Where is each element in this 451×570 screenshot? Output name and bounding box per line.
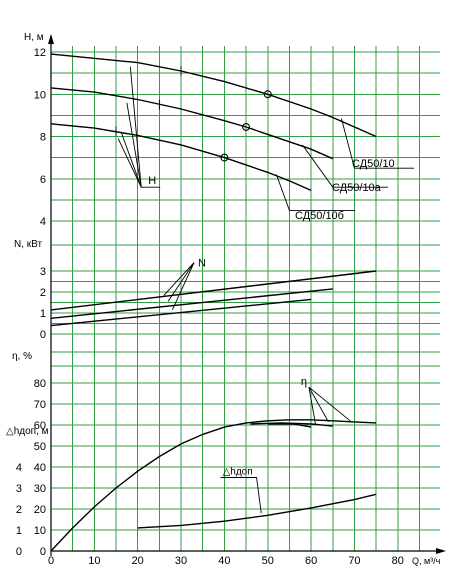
callout-leader: [308, 386, 351, 422]
x-tick-label: 40: [218, 555, 230, 567]
callout-leader: [167, 262, 195, 302]
y-tick-label: 60: [34, 420, 46, 432]
efficiency-curve: [267, 423, 312, 428]
y-tick-label: 8: [40, 132, 46, 144]
callout-leader: [220, 477, 262, 514]
label-leader: [302, 144, 388, 188]
operating-point-marker: [242, 123, 251, 131]
x-axis-arrow: [436, 548, 446, 554]
y-tick-label: 6: [40, 174, 46, 186]
power-curve: [50, 298, 312, 327]
operating-point-marker: [220, 153, 229, 162]
y-tick-label: 2: [40, 287, 46, 299]
y-tick-label: 2: [16, 504, 22, 516]
callout-label: △hдоп: [223, 467, 253, 478]
y-axis-title: H, м: [24, 32, 44, 43]
y-tick-label: 1: [16, 525, 22, 537]
y-tick-label: 12: [34, 47, 46, 59]
callout-leader: [163, 262, 195, 296]
y-tick-label: 1: [40, 308, 46, 320]
x-tick-label: 70: [348, 555, 360, 567]
npsh-curve: [137, 493, 377, 529]
callout-label: N: [198, 258, 206, 270]
callout-leader: [308, 387, 316, 425]
y-tick-label: 20: [34, 504, 46, 516]
y-axis-title: η, %: [12, 351, 32, 362]
y-tick-label: 3: [40, 266, 46, 278]
y-tick-label: 80: [34, 378, 46, 390]
series-label: СД50/10а: [332, 182, 382, 194]
callout-leader: [120, 132, 142, 188]
y-axis-arrow: [48, 34, 54, 44]
power-curve: [50, 270, 377, 311]
y-tick-label: 30: [34, 483, 46, 495]
operating-point-marker: [263, 90, 272, 99]
y-tick-label: 40: [34, 462, 46, 474]
power-curve: [50, 288, 333, 319]
y-tick-label: 50: [34, 441, 46, 453]
callout-leader: [126, 102, 142, 188]
series-label: СД50/10б: [295, 210, 344, 222]
axes: [48, 34, 446, 556]
label-leader: [275, 174, 355, 211]
x-tick-label: 60: [305, 555, 317, 567]
efficiency-curve: [50, 419, 377, 552]
y-tick-label: 10: [34, 525, 46, 537]
head-curve: [50, 87, 334, 160]
label-leader: [341, 118, 414, 169]
callout-leader: [171, 262, 195, 311]
efficiency-curve: [250, 422, 333, 427]
head-curve: [50, 123, 312, 192]
y-tick-label: 4: [16, 462, 22, 474]
curves: [50, 53, 414, 552]
x-tick-label: 10: [88, 555, 100, 567]
y-tick-label: 0: [40, 329, 46, 341]
grid: [51, 46, 440, 552]
callout-label: η: [301, 376, 307, 388]
x-tick-label: 30: [175, 555, 187, 567]
callout-label: H: [148, 175, 156, 187]
x-tick-label: 80: [392, 555, 404, 567]
y-axis-title: △hдоп, м: [6, 426, 49, 437]
y-tick-label: 10: [34, 89, 46, 101]
y-axis-title: N, кВт: [14, 239, 42, 250]
callout-leader: [117, 138, 142, 188]
head-curve: [50, 53, 377, 138]
x-tick-label: 0: [48, 555, 54, 567]
y-tick-label: 0: [40, 546, 46, 558]
y-tick-label: 70: [34, 399, 46, 411]
y-tick-label: 3: [16, 483, 22, 495]
x-tick-label: 20: [132, 555, 144, 567]
y-tick-label: 0: [16, 546, 22, 558]
callout-leader: [308, 386, 329, 423]
x-axis-label: Q, м³/ч: [412, 556, 441, 566]
y-tick-label: 4: [40, 216, 46, 228]
series-label: СД50/10: [352, 158, 395, 170]
x-tick-label: 50: [262, 555, 274, 567]
